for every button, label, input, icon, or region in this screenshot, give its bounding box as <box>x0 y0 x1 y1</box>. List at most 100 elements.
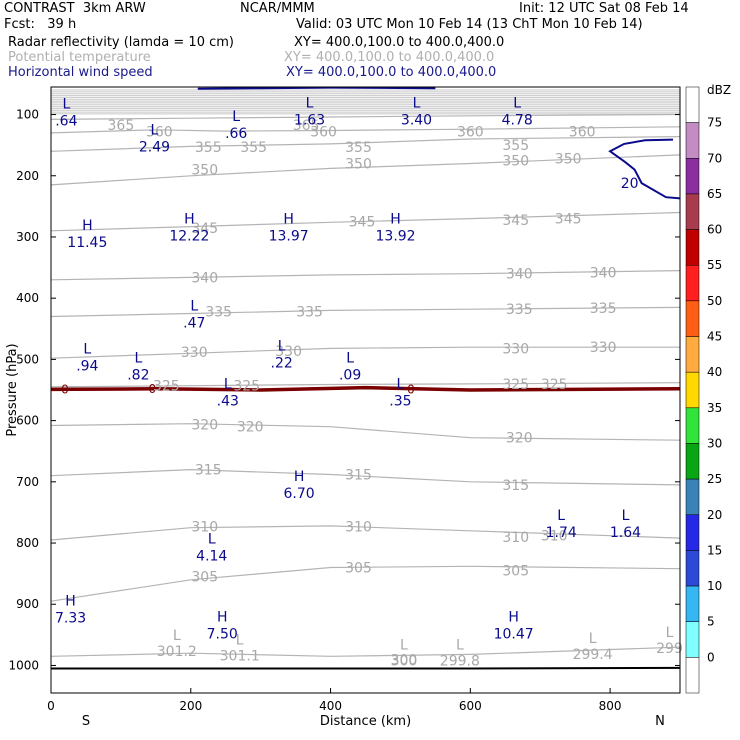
wind-extremum-value: .66 <box>225 126 247 142</box>
wind-extremum-value: .43 <box>217 393 239 409</box>
wind-extremum-value: 4.14 <box>196 548 227 564</box>
wind-extremum-value: 3.40 <box>401 112 432 128</box>
theta-contour-label: 355 <box>195 140 222 156</box>
theta-contour-label: 335 <box>590 301 617 317</box>
wind-extremum-marker: L <box>62 97 70 113</box>
colorbar-swatch <box>685 300 700 337</box>
colorbar-swatch <box>685 657 700 694</box>
colorbar-level-label: 25 <box>707 472 722 486</box>
colorbar-level-label: 0 <box>707 650 715 664</box>
wind-extremum-value: 1.63 <box>294 112 325 128</box>
colorbar-swatch <box>685 621 700 658</box>
field-label-reflectivity: Radar reflectivity (lamda = 10 cm) <box>8 35 234 50</box>
theta-contour-label: 335 <box>205 305 232 321</box>
wind-contour-20 <box>608 138 681 200</box>
theta-contour-label: 360 <box>146 125 173 141</box>
theta-contour-345 <box>50 211 681 232</box>
theta-contour-label: 345 <box>349 215 376 231</box>
theta-contour-label: 315 <box>502 478 529 494</box>
wind-extremum-value: 6.70 <box>284 486 315 502</box>
colorbar-swatch <box>685 193 700 230</box>
theta-contour-label: 335 <box>506 302 533 318</box>
x-axis-tick-label: 800 <box>599 699 622 713</box>
wind-extremum-marker: L <box>232 109 240 125</box>
axes: 0 200 400 600 800100200300400500600700800900… <box>5 108 680 729</box>
theta-extremum-value: 299 <box>656 641 683 657</box>
theta-contour-315 <box>50 468 681 486</box>
colorbar-swatch <box>685 514 700 551</box>
wind-extremum-value: 7.50 <box>207 627 238 643</box>
colorbar-level-label: 55 <box>707 258 722 272</box>
colorbar-level-label: 15 <box>707 543 722 557</box>
wind-contours <box>197 86 681 200</box>
theta-contour-label: 305 <box>502 564 529 580</box>
reflectivity-contour-label: 0 <box>149 382 157 396</box>
wind-extremum-marker: H <box>294 469 305 485</box>
theta-contour-325 <box>50 382 681 388</box>
theta-contours <box>50 89 681 670</box>
colorbar-swatch <box>685 443 700 480</box>
theta-contour-label: 310 <box>345 520 372 536</box>
colorbar-swatch <box>685 122 700 159</box>
colorbar-swatch <box>685 407 700 444</box>
y-axis-tick-label: 500 <box>16 352 39 366</box>
theta-contour-label: 330 <box>502 341 529 357</box>
wind-extremum-marker: L <box>83 342 91 358</box>
wind-extremum-value: 11.45 <box>67 235 107 251</box>
colorbar-level-label: 65 <box>707 187 722 201</box>
theta-extremum-marker: L <box>666 625 674 641</box>
wind-extremum-value: 13.97 <box>269 229 309 245</box>
theta-contour-label: 340 <box>506 267 533 283</box>
y-axis-tick-label: 900 <box>16 597 39 611</box>
wind-extremum-value: 1.64 <box>610 525 641 541</box>
x-axis-label: Distance (km) <box>320 714 411 729</box>
reflectivity-contour-line <box>50 385 681 392</box>
theta-contour-label: 355 <box>240 140 267 156</box>
wind-extremum-marker: L <box>151 122 159 138</box>
wind-extremum-marker: L <box>346 351 354 367</box>
theta-extremum-value: 300 <box>391 653 418 669</box>
wind-contour-20 <box>197 86 436 90</box>
wind-extremum-value: 1.74 <box>546 525 577 541</box>
theta-contour-label: 325 <box>153 379 180 395</box>
theta-contour-label: 365 <box>293 118 320 134</box>
theta-contour-label: 350 <box>502 153 529 169</box>
wind-extremum-marker: L <box>397 376 405 392</box>
colorbar-swatch <box>685 86 700 123</box>
theta-contour-330 <box>50 346 680 359</box>
reflectivity-contours: 0 0 0 <box>50 382 681 396</box>
reflectivity-contour-label: 0 <box>407 382 415 396</box>
valid-time: Valid: 03 UTC Mon 10 Feb 14 (13 ChT Mon … <box>296 17 643 32</box>
colorbar-level-label: 40 <box>707 365 722 379</box>
colorbar-swatch <box>685 229 700 266</box>
theta-contour-label: 350 <box>191 163 218 179</box>
model-title: CONTRAST 3km ARW <box>4 1 146 16</box>
theta-extremum-marker: L <box>456 637 464 653</box>
theta-contour-label: 345 <box>555 212 582 228</box>
forecast-hour: Fcst: 39 h <box>4 17 77 32</box>
theta-extremum-marker: L <box>400 637 408 653</box>
colorbar-level-label: 20 <box>707 508 722 522</box>
wind-extremum-value: 13.92 <box>376 229 416 245</box>
theta-contour-300 <box>50 646 681 657</box>
theta-contour-label: 305 <box>191 570 218 586</box>
theta-contour-320 <box>50 423 681 441</box>
theta-extremum-value: 299.4 <box>573 647 613 663</box>
colorbar-level-label: 50 <box>707 294 722 308</box>
wind-extremum-marker: H <box>184 212 195 228</box>
theta-contour-label: 310 <box>502 530 529 546</box>
wind-extremum-marker: H <box>508 610 519 626</box>
x-axis-tick-label: 600 <box>459 699 482 713</box>
colorbar-swatch <box>685 371 700 409</box>
theta-contour-label: 365 <box>108 118 135 134</box>
wind-extremum-value: 12.22 <box>169 229 209 245</box>
wind-extremum-marker: L <box>557 508 565 524</box>
x-axis-north-label: N <box>655 714 665 729</box>
colorbar-swatch <box>685 550 700 587</box>
colorbar-level-label: 30 <box>707 436 722 450</box>
wind-extremum-marker: H <box>217 610 228 626</box>
wind-extremum-value: .09 <box>339 368 361 384</box>
reflectivity-contour-label: 0 <box>61 382 69 396</box>
wind-extremum-value: 2.49 <box>139 139 170 155</box>
